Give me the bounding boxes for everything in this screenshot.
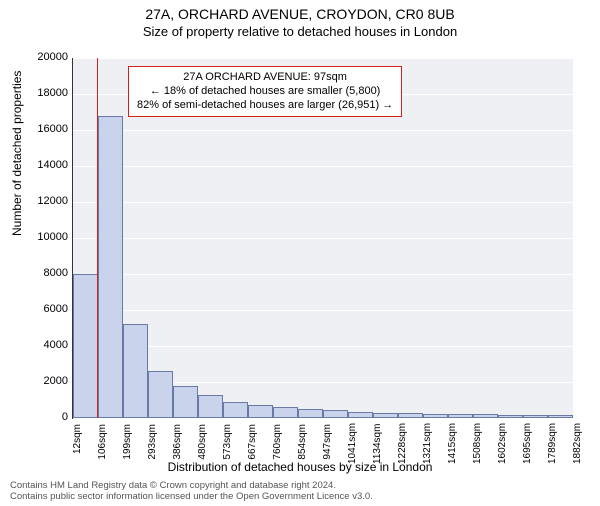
histogram-bar bbox=[273, 407, 298, 418]
page-title: 27A, ORCHARD AVENUE, CROYDON, CR0 8UB bbox=[0, 6, 600, 22]
histogram-bar bbox=[448, 414, 473, 418]
y-tick-label: 20000 bbox=[18, 51, 68, 63]
y-tick-label: 18000 bbox=[18, 87, 68, 99]
chart-area: 27A ORCHARD AVENUE: 97sqm ← 18% of detac… bbox=[72, 58, 573, 419]
x-tick-label: 1228sqm bbox=[397, 424, 408, 464]
indicator-line bbox=[97, 58, 98, 418]
x-tick-label: 1695sqm bbox=[522, 424, 533, 464]
x-tick-label: 386sqm bbox=[172, 424, 183, 464]
x-tick-label: 573sqm bbox=[222, 424, 233, 464]
footer-line-1: Contains HM Land Registry data © Crown c… bbox=[10, 481, 373, 491]
x-tick-label: 199sqm bbox=[122, 424, 133, 464]
histogram-bar bbox=[323, 410, 348, 418]
footer: Contains HM Land Registry data © Crown c… bbox=[10, 481, 373, 502]
y-tick-label: 8000 bbox=[18, 267, 68, 279]
annotation-line-3: 82% of semi-detached houses are larger (… bbox=[137, 99, 393, 113]
x-tick-label: 480sqm bbox=[197, 424, 208, 464]
annotation-box: 27A ORCHARD AVENUE: 97sqm ← 18% of detac… bbox=[128, 66, 402, 117]
histogram-bar bbox=[198, 395, 223, 418]
x-tick-label: 1508sqm bbox=[472, 424, 483, 464]
x-tick-label: 1789sqm bbox=[547, 424, 558, 464]
histogram-bar bbox=[473, 414, 498, 418]
histogram-bar bbox=[348, 412, 373, 418]
histogram-bar bbox=[548, 415, 573, 418]
x-tick-label: 760sqm bbox=[272, 424, 283, 464]
x-tick-label: 667sqm bbox=[247, 424, 258, 464]
y-tick-label: 10000 bbox=[18, 231, 68, 243]
page-subtitle: Size of property relative to detached ho… bbox=[0, 24, 600, 39]
histogram-bar bbox=[148, 371, 173, 418]
x-tick-label: 854sqm bbox=[297, 424, 308, 464]
y-tick-label: 14000 bbox=[18, 159, 68, 171]
annotation-line-2: ← 18% of detached houses are smaller (5,… bbox=[137, 85, 393, 99]
histogram-bar bbox=[523, 415, 548, 418]
x-tick-label: 293sqm bbox=[147, 424, 158, 464]
histogram-bar bbox=[98, 116, 123, 418]
x-tick-label: 1134sqm bbox=[372, 424, 383, 464]
histogram-bar bbox=[423, 414, 448, 419]
histogram-bar bbox=[248, 405, 273, 418]
y-tick-label: 2000 bbox=[18, 375, 68, 387]
x-tick-label: 1882sqm bbox=[572, 424, 583, 464]
x-axis-label: Distribution of detached houses by size … bbox=[0, 460, 600, 474]
histogram-bar bbox=[173, 386, 198, 418]
histogram-bar bbox=[223, 402, 248, 418]
y-tick-label: 0 bbox=[18, 411, 68, 423]
y-tick-label: 6000 bbox=[18, 303, 68, 315]
x-tick-label: 1602sqm bbox=[497, 424, 508, 464]
histogram-bar bbox=[373, 413, 398, 418]
histogram-bar bbox=[498, 415, 523, 418]
x-tick-label: 947sqm bbox=[322, 424, 333, 464]
footer-line-2: Contains public sector information licen… bbox=[10, 492, 373, 502]
histogram-bar bbox=[73, 274, 98, 418]
y-tick-label: 16000 bbox=[18, 123, 68, 135]
y-tick-label: 4000 bbox=[18, 339, 68, 351]
x-tick-label: 12sqm bbox=[72, 424, 83, 464]
y-tick-label: 12000 bbox=[18, 195, 68, 207]
x-tick-label: 1415sqm bbox=[447, 424, 458, 464]
histogram-bar bbox=[123, 324, 148, 418]
histogram-bar bbox=[298, 409, 323, 418]
histogram-bar bbox=[398, 413, 423, 418]
x-tick-label: 1041sqm bbox=[347, 424, 358, 464]
annotation-line-1: 27A ORCHARD AVENUE: 97sqm bbox=[137, 71, 393, 85]
x-tick-label: 1321sqm bbox=[422, 424, 433, 464]
x-tick-label: 106sqm bbox=[97, 424, 108, 464]
